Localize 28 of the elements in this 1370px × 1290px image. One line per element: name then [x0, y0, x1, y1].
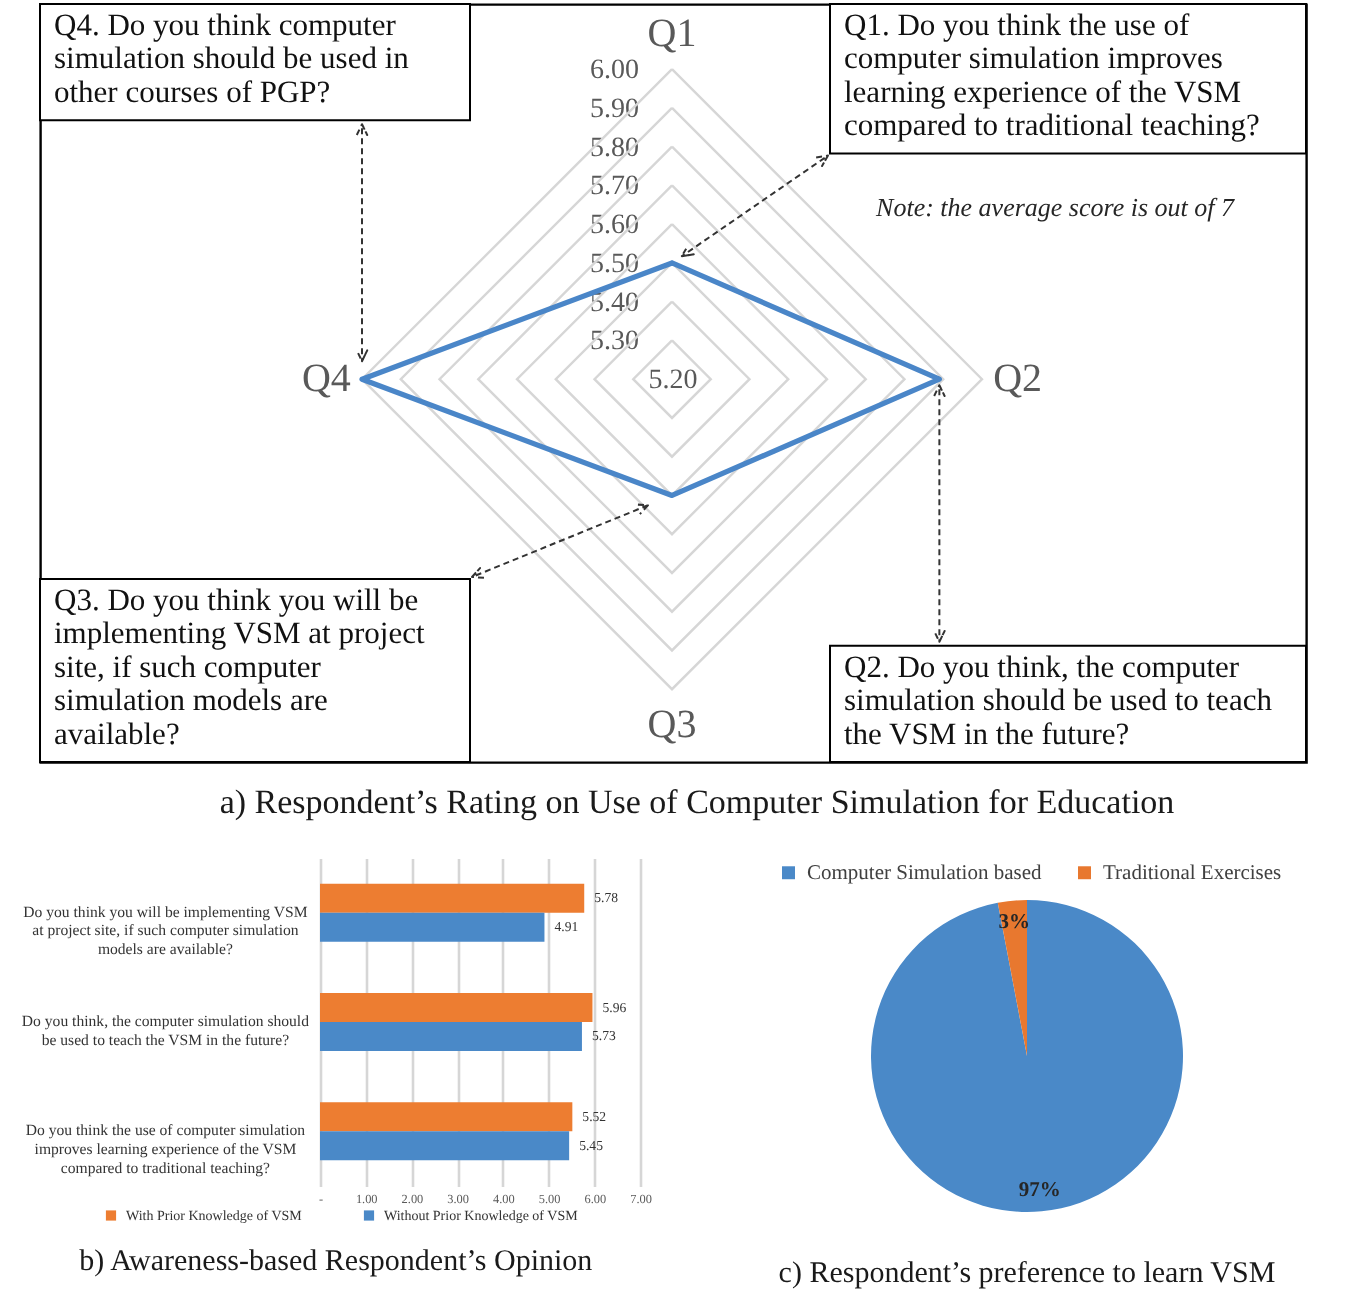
bar: [320, 1131, 570, 1161]
legend-label: Traditional Exercises: [1103, 862, 1282, 885]
text: Q2. Do you think, the computer simulation should be used to teach the VSM in the future?: [844, 650, 1272, 752]
spoke-label: Q3: [647, 702, 697, 747]
data-label: 97%: [1018, 1179, 1061, 1202]
spoke-label: Q2: [993, 357, 1043, 402]
bar: [320, 1022, 582, 1051]
pie-slice: [997, 900, 1027, 1056]
text: Note: the average score is out of 7: [874, 192, 1235, 222]
text: Q1. Do you think the use of computer simulation improves learning experience of the VSM compared to traditional teaching?: [844, 9, 1260, 144]
legend-label: Computer Simulation based: [807, 862, 1043, 885]
y-tick-label: 5.60: [590, 211, 639, 242]
spoke-label: Q1: [647, 11, 697, 56]
text: b) Awareness-based Respondent’s Opinion: [79, 1246, 594, 1278]
y-tick-label: 6.00: [590, 56, 639, 87]
text: Q4. Do you think computer simulation should be used in other courses of PGP?: [54, 9, 409, 110]
bar: [320, 912, 545, 942]
bar: [320, 993, 593, 1022]
pie-slice: [871, 900, 1183, 1212]
bar: [320, 1102, 573, 1132]
y-tick-label: 5.80: [590, 133, 639, 164]
text: Q3. Do you think you will be implementing VSM at project site, if such computer simulation models are available?: [54, 584, 425, 752]
y-tick-label: 5.20: [648, 366, 698, 397]
bar: [320, 883, 585, 913]
spoke-label: Q4: [301, 357, 351, 402]
text: a) Respondent’s Rating on Use of Computer Simulation for Education: [219, 783, 1176, 821]
y-tick-label: 5.90: [590, 94, 639, 125]
text: c) Respondent’s preference to learn VSM: [778, 1258, 1276, 1290]
